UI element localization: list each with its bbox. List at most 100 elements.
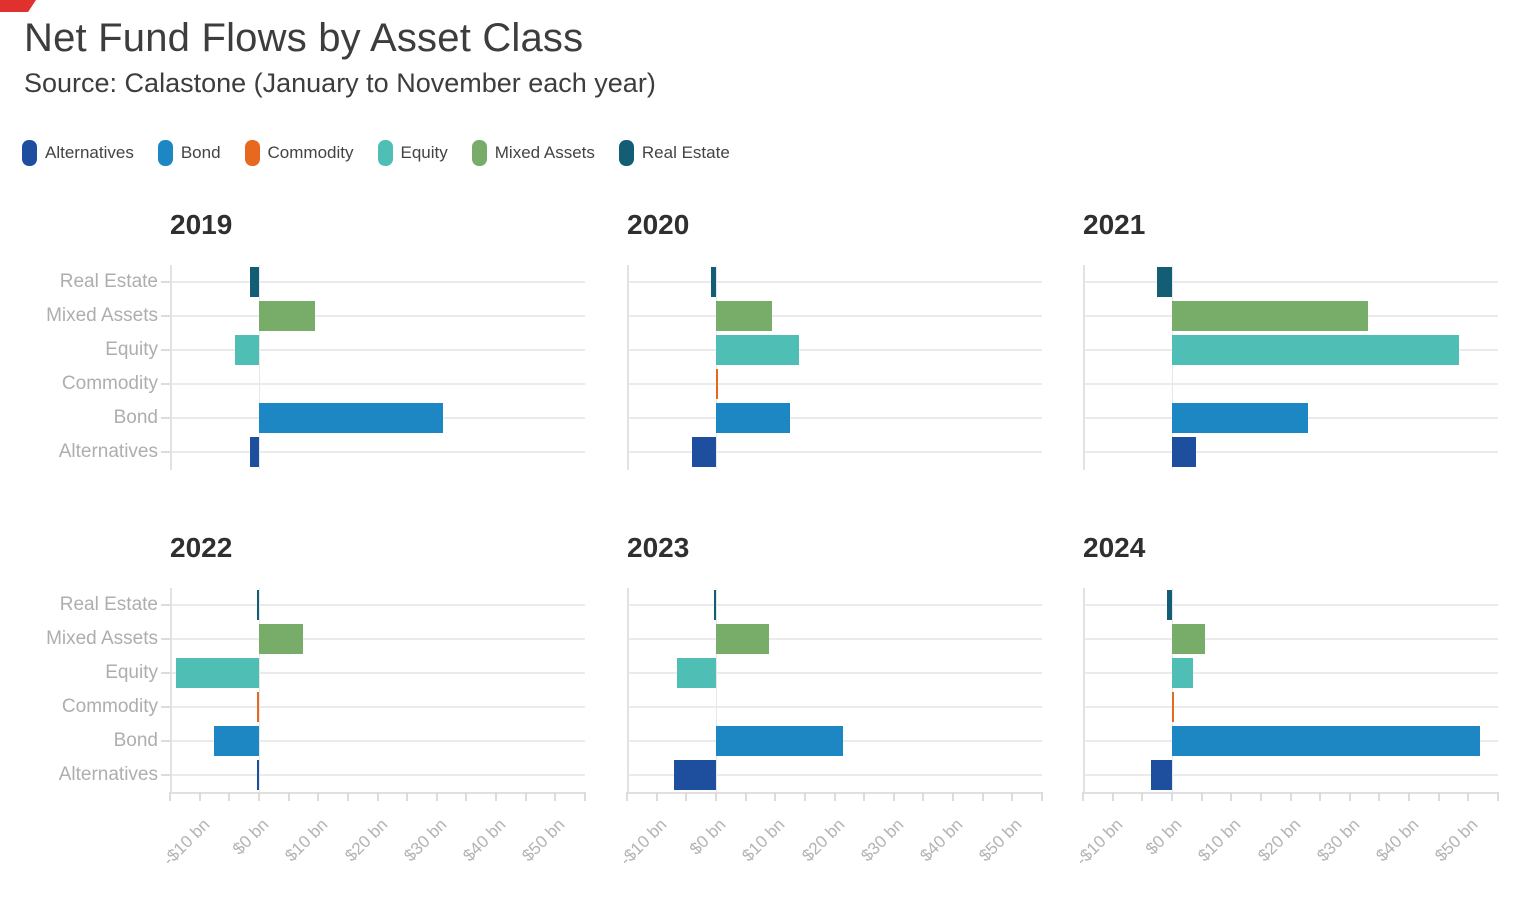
x-tick	[287, 792, 290, 801]
gridline	[1083, 604, 1498, 606]
y-axis-line	[170, 588, 172, 793]
x-tick	[774, 792, 777, 801]
x-tick	[952, 792, 955, 801]
bar-2020-bond[interactable]	[715, 403, 791, 433]
legend-item-real-estate[interactable]: Real Estate	[618, 140, 730, 166]
bar-2019-alternatives[interactable]	[250, 437, 259, 467]
category-label-real-estate: Real Estate	[59, 594, 158, 615]
gridline	[1083, 638, 1498, 640]
bar-2023-equity[interactable]	[677, 658, 716, 688]
bar-2024-mixed-assets[interactable]	[1171, 624, 1205, 654]
bar-2019-real-estate[interactable]	[250, 267, 259, 297]
bar-2024-real-estate[interactable]	[1167, 590, 1172, 620]
x-tick	[1041, 792, 1043, 801]
bar-2019-mixed-assets[interactable]	[258, 301, 316, 331]
bar-2020-real-estate[interactable]	[711, 267, 716, 297]
bar-2024-equity[interactable]	[1171, 658, 1193, 688]
category-label-real-estate: Real Estate	[59, 271, 158, 292]
legend-swatch	[244, 140, 260, 166]
legend-item-alternatives[interactable]: Alternatives	[22, 140, 134, 166]
bar-2024-commodity[interactable]	[1171, 692, 1174, 722]
x-tick	[169, 792, 171, 801]
y-tick	[161, 281, 170, 283]
facet-2024	[1083, 588, 1498, 793]
x-tick	[1259, 792, 1262, 801]
gridline	[627, 451, 1042, 453]
legend-item-mixed-assets[interactable]: Mixed Assets	[471, 140, 595, 166]
bar-2020-mixed-assets[interactable]	[715, 301, 773, 331]
bar-2021-real-estate[interactable]	[1157, 267, 1172, 297]
bar-2020-commodity[interactable]	[715, 369, 718, 399]
x-tick	[714, 792, 717, 801]
gridline	[170, 349, 585, 351]
bar-2022-real-estate[interactable]	[256, 590, 259, 620]
x-tick	[1170, 792, 1173, 801]
legend: Alternatives Bond Commodity Equity Mixed Ass…	[22, 140, 730, 166]
bar-2020-equity[interactable]	[715, 335, 799, 365]
x-tick	[744, 792, 747, 801]
x-tick	[1497, 792, 1499, 801]
bar-2019-bond[interactable]	[258, 403, 443, 433]
chart-title: Net Fund Flows by Asset Class	[24, 16, 584, 60]
bar-2023-bond[interactable]	[715, 726, 844, 756]
x-tick	[1230, 792, 1233, 801]
bar-2021-equity[interactable]	[1171, 335, 1460, 365]
x-tick	[655, 792, 658, 801]
bar-2024-bond[interactable]	[1171, 726, 1481, 756]
gridline	[170, 638, 585, 640]
bar-2022-bond[interactable]	[214, 726, 259, 756]
zero-line	[716, 265, 717, 469]
bar-2024-alternatives[interactable]	[1151, 760, 1172, 790]
x-tick	[1348, 792, 1351, 801]
x-tick	[1289, 792, 1292, 801]
x-tick	[465, 792, 468, 801]
x-tick	[317, 792, 320, 801]
bar-2021-mixed-assets[interactable]	[1171, 301, 1368, 331]
gridline	[1083, 451, 1498, 453]
y-tick	[161, 740, 170, 742]
gridline	[170, 604, 585, 606]
y-tick	[161, 349, 170, 351]
facet-2019	[170, 265, 585, 470]
bar-2023-real-estate[interactable]	[713, 590, 716, 620]
y-tick	[161, 604, 170, 606]
bar-2023-alternatives[interactable]	[674, 760, 716, 790]
legend-swatch	[377, 140, 393, 166]
x-tick	[1408, 792, 1411, 801]
legend-item-label: Equity	[400, 143, 448, 162]
category-label-bond: Bond	[113, 407, 158, 428]
y-axis-line	[627, 265, 629, 470]
gridline	[170, 672, 585, 674]
x-tick	[1378, 792, 1381, 801]
gridline	[1083, 774, 1498, 776]
bar-2022-commodity[interactable]	[256, 692, 259, 722]
bar-2021-alternatives[interactable]	[1171, 437, 1196, 467]
y-axis-line	[1083, 265, 1085, 470]
bar-2023-mixed-assets[interactable]	[715, 624, 770, 654]
bar-2022-mixed-assets[interactable]	[258, 624, 304, 654]
y-tick	[161, 672, 170, 674]
category-label-commodity: Commodity	[61, 696, 158, 717]
x-tick	[626, 792, 628, 801]
x-tick	[1141, 792, 1144, 801]
legend-item-commodity[interactable]: Commodity	[244, 140, 354, 166]
bar-2021-bond[interactable]	[1171, 403, 1309, 433]
x-tick	[863, 792, 866, 801]
facet-title-2024: 2024	[1083, 532, 1146, 563]
zero-line	[1172, 588, 1173, 792]
gridline	[170, 315, 585, 317]
x-tick	[346, 792, 349, 801]
legend-item-label: Bond	[180, 143, 221, 162]
bar-2019-equity[interactable]	[235, 335, 259, 365]
legend-item-equity[interactable]: Equity	[377, 140, 448, 166]
y-axis-line	[1083, 588, 1085, 793]
category-label-bond: Bond	[113, 730, 158, 751]
legend-item-bond[interactable]: Bond	[157, 140, 221, 166]
bar-2022-alternatives[interactable]	[256, 760, 259, 790]
gridline	[1083, 383, 1498, 385]
y-axis-line	[170, 265, 172, 470]
x-tick	[198, 792, 201, 801]
bar-2022-equity[interactable]	[175, 658, 259, 688]
legend-item-label: Real Estate	[641, 143, 730, 162]
bar-2020-alternatives[interactable]	[692, 437, 716, 467]
